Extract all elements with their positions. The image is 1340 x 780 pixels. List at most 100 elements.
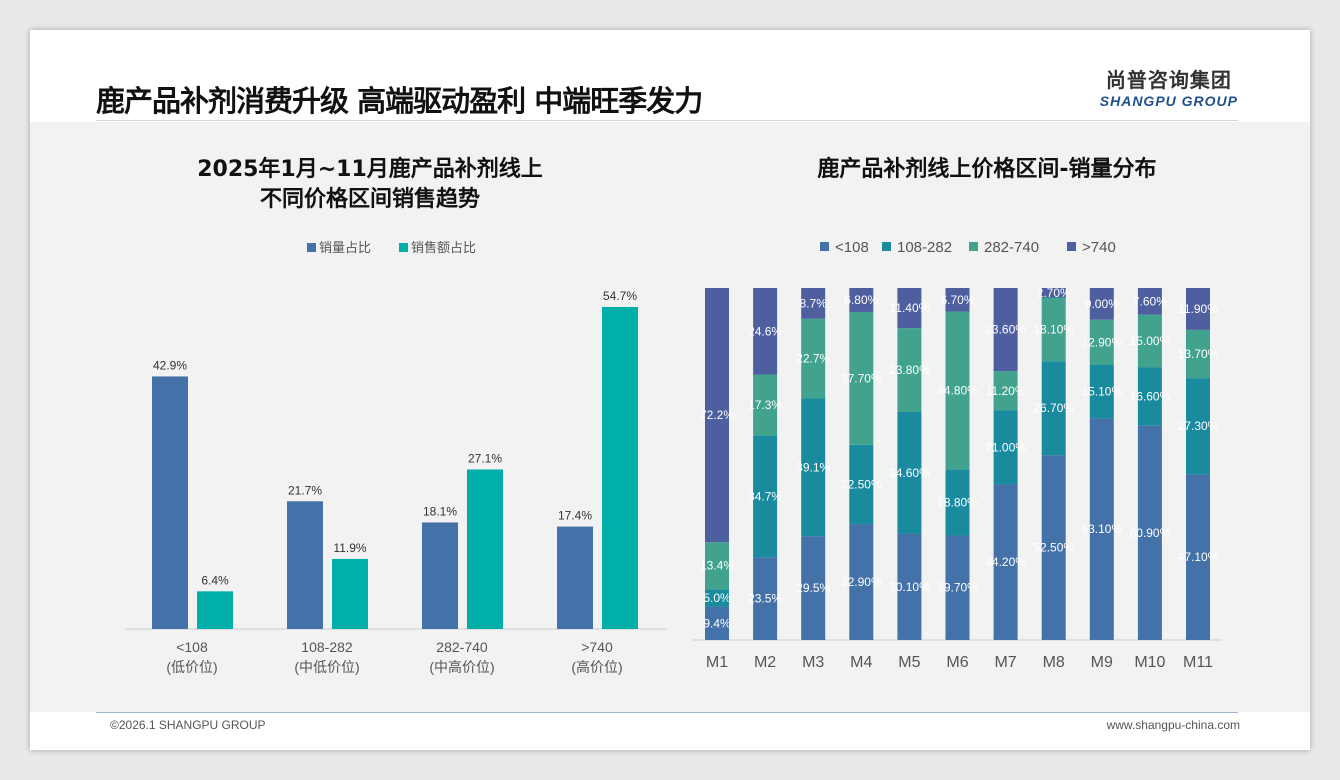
tick-label: M8 [1043, 654, 1065, 671]
stacked-bar-segment [849, 524, 874, 640]
bar [197, 591, 233, 629]
legend-swatch [969, 242, 978, 251]
stacked-bar-segment [1041, 361, 1066, 456]
legend-label: 282-740 [984, 239, 1039, 256]
data-label: 44.80% [937, 383, 978, 397]
data-label: 34.7% [748, 489, 782, 503]
stacked-bar-segment [801, 288, 826, 319]
data-label: 54.7% [603, 289, 637, 303]
bar [557, 526, 593, 629]
stacked-bar-segment [945, 288, 970, 312]
data-label: 23.5% [748, 592, 782, 606]
data-label: 17.3% [748, 398, 782, 412]
stacked-bar-segment [1089, 288, 1114, 320]
legend-swatch [1067, 242, 1076, 251]
stacked-bar-segment [945, 469, 970, 536]
stacked-bar-segment [1137, 288, 1162, 315]
bar [152, 376, 188, 629]
stacked-bar-segment [1041, 288, 1066, 298]
stacked-bar-segment [993, 484, 1018, 640]
tick-label: <108 [176, 639, 208, 655]
stacked-bar-segment [897, 288, 922, 329]
tick-sublabel: (中低价位) [294, 659, 359, 675]
data-label: 8.7% [800, 296, 828, 310]
stacked-bar-segment [1089, 319, 1114, 366]
data-label: 13.70% [1178, 347, 1219, 361]
logo-en: SHANGPU GROUP [1099, 93, 1238, 109]
stacked-bar-segment [753, 288, 778, 375]
divider [96, 120, 1238, 121]
legend-label: 销量占比 [319, 240, 371, 255]
logo-cn: 尚普咨询集团 [1105, 70, 1232, 92]
stacked-bar-segment [1137, 425, 1162, 640]
stacked-bar-segment [801, 536, 826, 640]
data-label: 17.4% [558, 509, 592, 523]
data-label: 11.40% [889, 301, 929, 315]
copyright: ©2026.1 SHANGPU GROUP [110, 718, 266, 732]
stacked-bar-segment [705, 542, 729, 590]
stacked-bar-segment [705, 589, 729, 607]
data-label: 6.80% [844, 293, 878, 307]
legend-label: 销售额占比 [411, 240, 476, 255]
tick-label: M11 [1183, 654, 1213, 671]
chart-title: 2025年1月~11月鹿产品补剂线上 [197, 156, 543, 182]
tick-label: M2 [754, 654, 776, 671]
legend-label: 108-282 [897, 239, 952, 256]
tick-label: M1 [706, 654, 728, 671]
tick-label: M4 [850, 654, 872, 671]
stacked-bar-segment [1137, 367, 1162, 426]
data-label: 2.70% [1037, 286, 1071, 300]
page-title: 鹿产品补剂消费升级 高端驱动盈利 中端旺季发力 [96, 84, 703, 118]
stacked-bar-segment [1089, 365, 1114, 419]
tick-sublabel: (高价位) [571, 659, 622, 675]
stacked-bar-segment [993, 288, 1018, 372]
tick-label: M5 [898, 654, 920, 671]
data-label: 23.80% [889, 363, 930, 377]
bar [467, 469, 503, 629]
stacked-bar-segment [1089, 418, 1114, 640]
data-label: 32.90% [841, 575, 882, 589]
stacked-bar-segment [801, 318, 826, 399]
data-label: 27.30% [1178, 419, 1219, 433]
data-label: 60.90% [1130, 526, 1171, 540]
tick-label: >740 [581, 639, 613, 655]
legend-swatch [399, 243, 408, 252]
legend-swatch [882, 242, 891, 251]
tick-label: M9 [1091, 654, 1113, 671]
stacked-bar-segment [849, 288, 874, 312]
data-label: 29.70% [937, 581, 978, 595]
data-label: 9.00% [1085, 297, 1119, 311]
bar [422, 522, 458, 629]
tick-label: M6 [946, 654, 968, 671]
legend-swatch [307, 243, 316, 252]
data-label: 9.4% [703, 616, 731, 630]
data-label: 52.50% [1033, 541, 1074, 555]
data-label: 6.70% [940, 293, 974, 307]
data-label: 11.9% [333, 541, 366, 555]
data-label: 13.4% [700, 559, 734, 573]
data-label: 23.60% [985, 323, 1026, 337]
data-label: 39.1% [796, 460, 830, 474]
stacked-bar-segment [849, 311, 874, 445]
data-label: 47.10% [1178, 550, 1219, 564]
footer-divider [96, 712, 1238, 713]
data-label: 29.5% [796, 581, 830, 595]
data-label: 22.7% [796, 352, 830, 366]
data-label: 42.9% [153, 358, 187, 372]
data-label: 11.20% [986, 384, 1026, 398]
data-label: 15.00% [1130, 334, 1171, 348]
stacked-bar-segment [1041, 455, 1066, 640]
stacked-bar-segment [1186, 474, 1210, 640]
stacked-bar-segment [753, 435, 778, 558]
tick-label: M10 [1134, 654, 1165, 671]
stacked-bar-segment [897, 412, 922, 534]
legend-label: <108 [835, 239, 869, 256]
stacked-bar-segment [897, 328, 922, 413]
data-label: 11.90% [1178, 302, 1218, 316]
stacked-bar-segment [1186, 288, 1210, 330]
data-label: 18.80% [937, 495, 978, 509]
tick-sublabel: (中高价位) [429, 659, 494, 675]
data-label: 21.7% [288, 483, 322, 497]
stacked-bar-segment [945, 535, 970, 640]
